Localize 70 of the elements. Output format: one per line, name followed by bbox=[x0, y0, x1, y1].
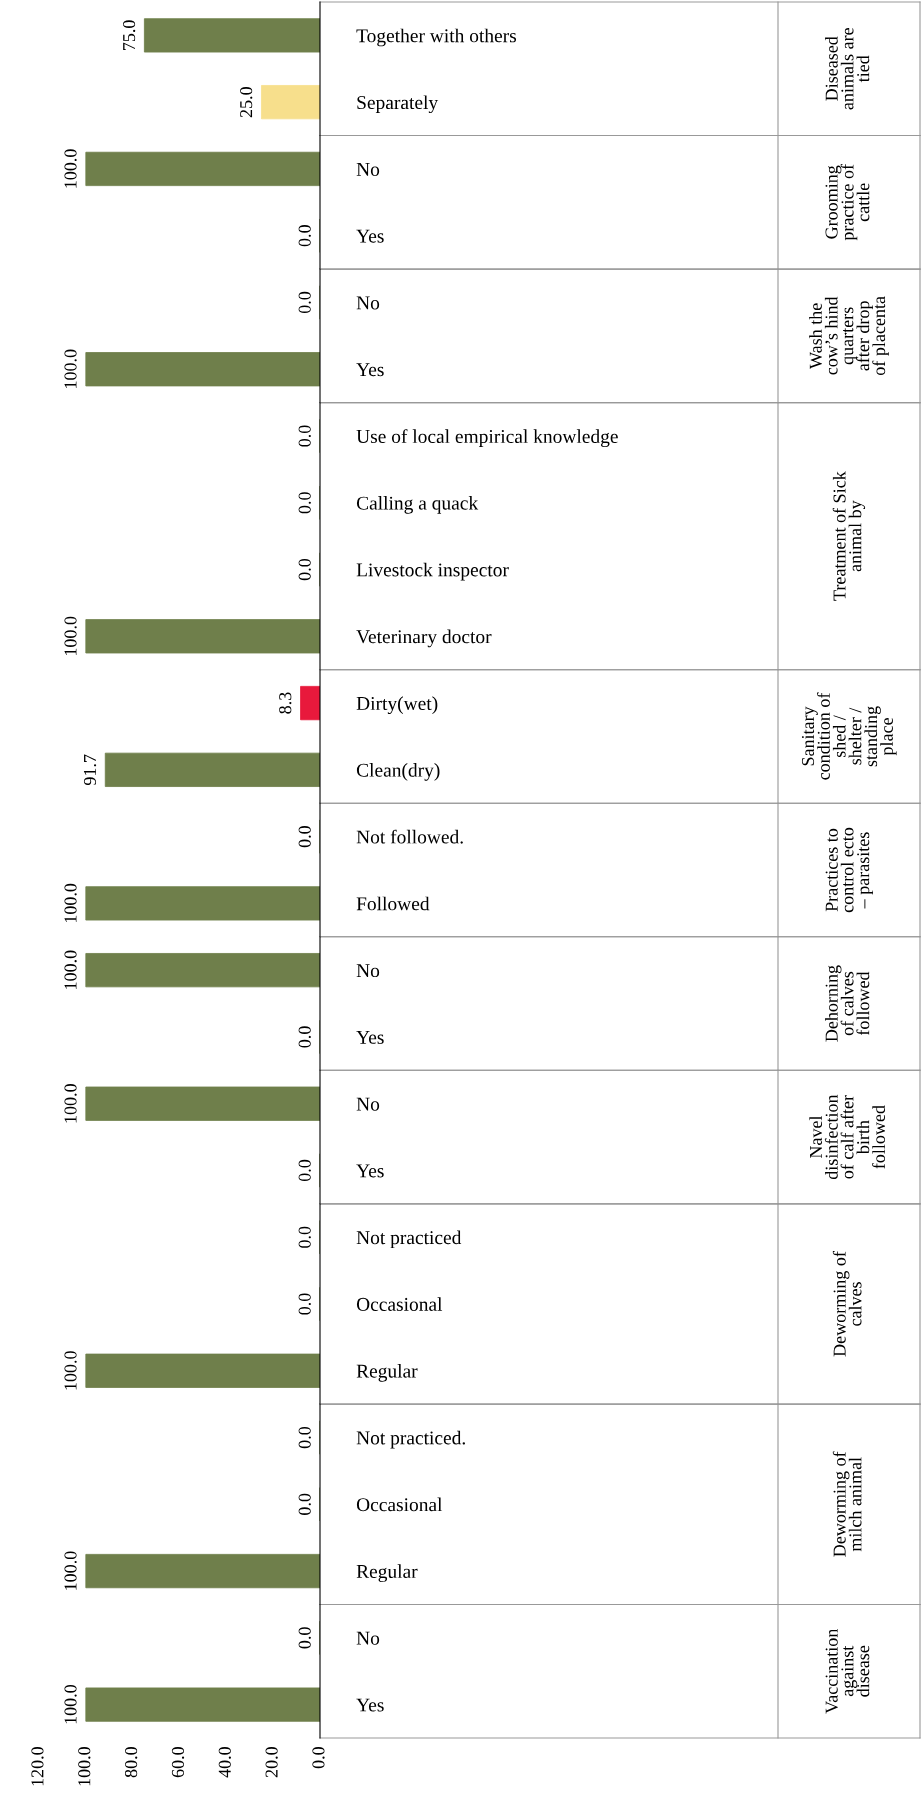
data-label: 0.0 bbox=[298, 1426, 311, 1449]
data-label: 0.0 bbox=[298, 425, 311, 447]
y-axis-title: Treatment of Sick animal by bbox=[832, 471, 866, 601]
data-label: 100.0 bbox=[64, 883, 77, 923]
data-label: 0.0 bbox=[298, 558, 311, 581]
y-tick-label: Occasional bbox=[356, 1497, 443, 1512]
y-tick-label: Together with others bbox=[356, 28, 517, 47]
data-label: 100.0 bbox=[64, 1684, 77, 1724]
y-tick-label: No bbox=[356, 1631, 380, 1645]
y-axis-title: Diseased animals are tied bbox=[825, 28, 870, 110]
y-axis-title: Grooming practice of cattle bbox=[825, 163, 870, 241]
y-axis-title: Dehorning of calves followed bbox=[825, 965, 870, 1042]
y-axis-title: Navel disinfection of calf after birth followed bbox=[809, 1094, 886, 1180]
y-tick-label: Yes bbox=[356, 363, 384, 377]
data-label: 100.0 bbox=[64, 149, 77, 188]
data-label: 100.0 bbox=[64, 1084, 77, 1123]
data-label: 0.0 bbox=[298, 1226, 311, 1248]
data-label: 100.0 bbox=[64, 1551, 77, 1590]
y-axis-title: Sanitary condition of shed / shelter / standing place bbox=[801, 692, 897, 780]
y-tick-label: Yes bbox=[356, 1030, 384, 1044]
y-tick-label: Separately bbox=[357, 95, 439, 114]
y-axis-title: Practices to control ecto – parasites bbox=[825, 827, 873, 913]
data-label: 75.0 bbox=[122, 20, 136, 50]
y-tick-label: Not followed. bbox=[356, 829, 463, 844]
x-tick-label: 120.0 bbox=[31, 1747, 44, 1786]
y-tick-label: Dirty(wet) bbox=[356, 696, 438, 715]
data-label: 0.0 bbox=[298, 225, 311, 247]
data-label: 25.0 bbox=[240, 87, 253, 118]
data-label: 100.0 bbox=[64, 950, 77, 989]
data-label: 0.0 bbox=[298, 826, 311, 848]
x-tick-label: 40.0 bbox=[218, 1747, 231, 1778]
y-tick-label: Followed bbox=[356, 896, 430, 911]
y-axis-title: Vaccination against disease bbox=[825, 1628, 870, 1714]
y-tick-label: No bbox=[356, 964, 380, 978]
y-tick-label: Veterinary doctor bbox=[356, 629, 492, 648]
y-tick-label: Not practiced. bbox=[356, 1430, 465, 1449]
x-tick-label: 80.0 bbox=[125, 1747, 138, 1778]
y-tick-label: No bbox=[356, 1097, 380, 1111]
y-tick-label: No bbox=[356, 162, 380, 176]
data-label: 0.0 bbox=[298, 1026, 311, 1048]
y-tick-label: Occasional bbox=[356, 1297, 443, 1311]
y-tick-label: Yes bbox=[356, 1698, 384, 1712]
data-label: 100.0 bbox=[64, 349, 77, 388]
y-tick-label: Livestock inspector bbox=[356, 562, 509, 581]
y-axis-title: Wash the cow’s hind quarters after drop of placenta bbox=[809, 296, 889, 376]
data-label: 0.0 bbox=[298, 1293, 311, 1315]
y-tick-label: Clean(dry) bbox=[356, 763, 440, 781]
data-label: 0.0 bbox=[298, 291, 311, 314]
data-label: 100.0 bbox=[64, 1351, 77, 1390]
x-tick-label: 0.0 bbox=[312, 1747, 325, 1769]
y-tick-label: Regular bbox=[356, 1564, 418, 1583]
data-label: 0.0 bbox=[298, 1159, 311, 1182]
data-label: 8.3 bbox=[279, 692, 292, 714]
x-tick-label: 20.0 bbox=[265, 1747, 278, 1778]
y-tick-label: Use of local empirical knowledge bbox=[356, 429, 618, 448]
data-label: 0.0 bbox=[298, 492, 311, 514]
y-tick-label: Regular bbox=[356, 1364, 418, 1382]
data-label: 100.0 bbox=[64, 616, 77, 656]
data-label: 0.0 bbox=[298, 1493, 311, 1515]
y-axis-title: Deworming of milch animal bbox=[832, 1451, 862, 1557]
data-label: 91.7 bbox=[83, 754, 97, 786]
y-tick-label: Yes bbox=[356, 229, 384, 243]
x-tick-label: 100.0 bbox=[78, 1747, 91, 1786]
y-axis-title: Deworming of calves bbox=[832, 1251, 862, 1357]
y-tick-label: Yes bbox=[356, 1164, 384, 1178]
data-label: 0.0 bbox=[298, 1627, 311, 1649]
y-tick-label: Not practiced bbox=[356, 1230, 462, 1249]
x-tick-label: 60.0 bbox=[171, 1747, 185, 1778]
y-tick-label: Calling a quack bbox=[356, 496, 479, 514]
y-tick-label: No bbox=[356, 296, 380, 310]
